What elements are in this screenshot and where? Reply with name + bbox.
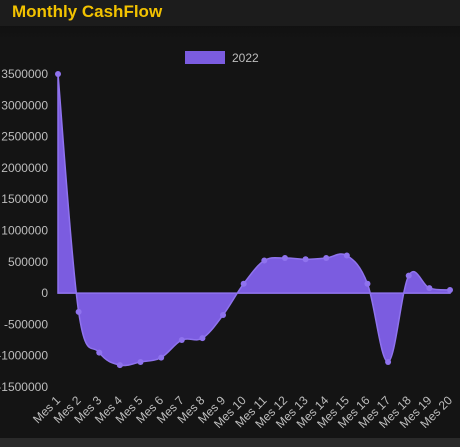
- data-point-mes-3[interactable]: [96, 349, 103, 356]
- header-divider: [0, 26, 460, 40]
- data-point-mes-16[interactable]: [364, 280, 371, 287]
- panel-header: Monthly CashFlow: [0, 0, 460, 26]
- data-point-mes-17[interactable]: [385, 358, 392, 365]
- data-point-mes-10[interactable]: [240, 280, 247, 287]
- series-area-2022: [57, 73, 451, 367]
- data-point-mes-13[interactable]: [302, 256, 309, 263]
- data-point-mes-8[interactable]: [199, 335, 206, 342]
- y-tick-label: 1500000: [1, 192, 48, 206]
- data-point-mes-12[interactable]: [281, 255, 288, 262]
- data-point-mes-2[interactable]: [75, 308, 82, 315]
- y-tick-label: 3000000: [1, 98, 48, 112]
- data-point-mes-14[interactable]: [323, 255, 330, 262]
- y-axis: -1500000 -1000000 -500000 0 500000 1000000 150…: [0, 67, 48, 394]
- data-point-mes-1[interactable]: [55, 71, 61, 77]
- legend-swatch-2022: [185, 51, 225, 64]
- y-tick-label: 500000: [8, 255, 48, 269]
- legend-label-2022: 2022: [232, 51, 259, 65]
- data-point-mes-19[interactable]: [426, 285, 433, 292]
- data-point-mes-15[interactable]: [343, 252, 350, 259]
- bottom-scrollbar[interactable]: [0, 438, 460, 447]
- y-tick-label: 3500000: [1, 67, 48, 81]
- y-tick-label: 2500000: [1, 130, 48, 144]
- data-point-mes-9[interactable]: [220, 312, 227, 319]
- data-point-mes-20[interactable]: [447, 286, 453, 293]
- y-tick-label: -500000: [4, 317, 48, 331]
- series-points-2022: [55, 71, 453, 369]
- data-point-mes-18[interactable]: [405, 272, 412, 279]
- data-point-mes-11[interactable]: [261, 257, 268, 264]
- y-tick-label: 1000000: [1, 224, 48, 238]
- y-tick-label: 0: [41, 286, 48, 300]
- data-point-mes-5[interactable]: [137, 358, 144, 365]
- data-point-mes-6[interactable]: [158, 354, 165, 361]
- data-point-mes-4[interactable]: [116, 362, 123, 369]
- panel-title: Monthly CashFlow: [12, 2, 163, 21]
- y-tick-label: -1000000: [0, 349, 48, 363]
- data-point-mes-7[interactable]: [178, 337, 185, 344]
- chart-legend[interactable]: 2022: [185, 51, 259, 65]
- y-tick-label: 2000000: [1, 161, 48, 175]
- y-tick-label: -1500000: [0, 380, 48, 394]
